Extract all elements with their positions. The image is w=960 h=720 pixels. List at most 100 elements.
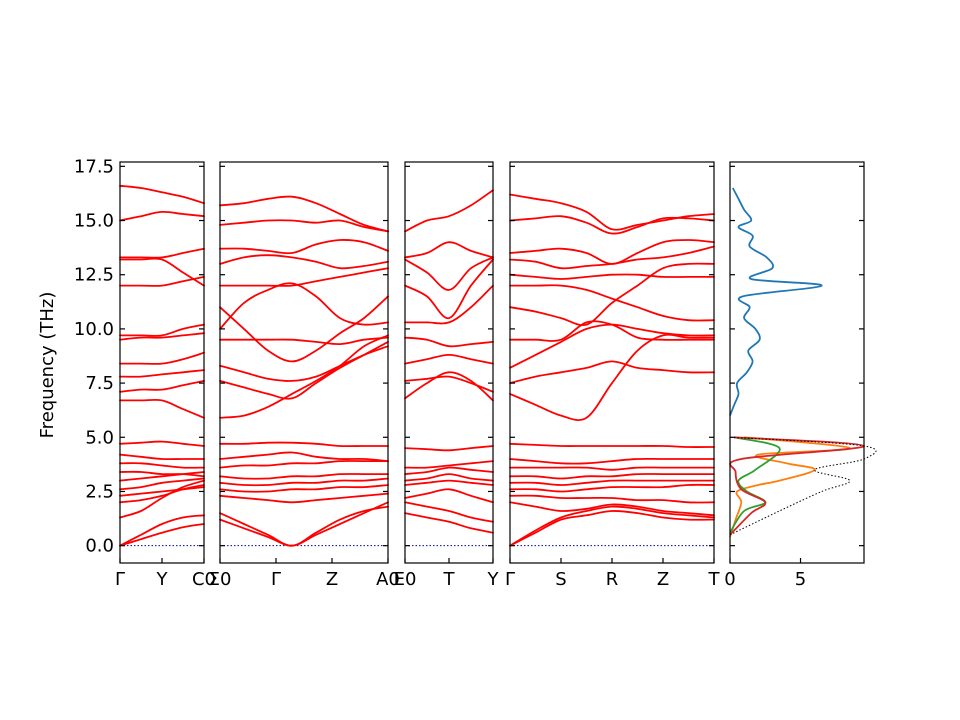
phonon-band: [219, 219, 389, 233]
phonon-band: [509, 193, 715, 231]
panel-frame: [509, 161, 715, 564]
x-tick-label: T: [443, 569, 456, 590]
y-axis-label-group: Frequency (THz): [37, 292, 58, 439]
dos-panel-frame: [729, 161, 865, 564]
y-tick-label: 12.5: [74, 265, 114, 286]
phonon-band: [509, 483, 715, 493]
x-tick-label: Z: [657, 569, 669, 590]
panel-frame: [219, 161, 389, 564]
phonon-band: [509, 215, 715, 235]
phonon-band: [119, 351, 205, 365]
phonon-band: [219, 501, 389, 547]
x-tick-label: Γ: [271, 569, 281, 590]
y-tick-label: 5.0: [85, 427, 114, 448]
phonon-band: [509, 360, 715, 384]
phonon-band: [219, 505, 389, 547]
phonon-band: [509, 262, 715, 327]
y-tick-label: 10.0: [74, 319, 114, 340]
phonon-band: [404, 473, 494, 482]
x-tick-label: Γ: [505, 569, 515, 590]
panel-frame: [119, 161, 205, 564]
phonon-band: [219, 484, 389, 493]
phonon-band: [509, 494, 715, 504]
phonon-band: [219, 282, 389, 330]
x-tick-label: Γ: [115, 569, 125, 590]
phonon-band: [119, 470, 205, 478]
phonon-band: [509, 239, 715, 265]
phonon-band: [219, 492, 389, 504]
phonon-band: [119, 479, 205, 519]
phonon-band: [509, 320, 715, 342]
x-tick-label: C0: [192, 569, 216, 590]
phonon-band: [404, 445, 494, 452]
y-tick-label: 15.0: [74, 211, 114, 232]
phonon-band: [404, 258, 494, 320]
phonon-band: [119, 514, 205, 547]
phonon-band: [404, 241, 494, 259]
phonon-band: [404, 479, 494, 486]
phonon-band: [219, 473, 389, 480]
phonon-band: [219, 295, 389, 363]
x-tick-label: S: [555, 569, 566, 590]
panel-frame: [404, 161, 494, 564]
band-panel-2: Σ0 Γ Z A0: [209, 161, 400, 590]
phonon-band: [119, 369, 205, 378]
dos-x-tick-label: 5: [795, 569, 806, 590]
phonon-band: [509, 501, 715, 517]
y-tick-label: 7.5: [85, 373, 114, 394]
phonon-band: [404, 460, 494, 469]
band-panel-1: 0.0 2.5 5.0 7.5 10.0 12.5 15.0 17.5 Γ Y C0: [74, 156, 216, 590]
phonon-band: [509, 510, 715, 547]
y-tick-label: 2.5: [85, 481, 114, 502]
phonon-band: [219, 239, 389, 255]
phonon-band: [119, 477, 205, 491]
y-tick-label: 17.5: [74, 156, 114, 177]
y-axis-label: Frequency (THz): [37, 292, 58, 439]
phonon-band: [404, 466, 494, 475]
total-dos-line: [729, 436, 877, 536]
phonon-band: [219, 345, 389, 382]
phonon-band: [509, 333, 715, 421]
phonon-band: [509, 479, 715, 486]
phonon-band: [119, 323, 205, 337]
phonon-band: [119, 453, 205, 461]
band-panel-3: E0 T Y: [394, 161, 500, 590]
phonon-band: [219, 336, 389, 346]
phonon-band: [119, 523, 205, 547]
phonon-band: [219, 441, 389, 448]
phonon-band: [219, 334, 389, 419]
phonon-band: [119, 380, 205, 393]
y-tick-label: 0.0: [85, 536, 114, 557]
phonon-band: [219, 451, 389, 462]
x-tick-label: Y: [156, 569, 169, 590]
x-tick-label: T: [708, 569, 721, 590]
x-tick-label: Z: [326, 569, 338, 590]
phonon-band: [404, 256, 494, 291]
phonon-band: [404, 189, 494, 233]
phonon-band: [219, 254, 389, 270]
phonon-band: [119, 247, 205, 259]
projected-dos-line-2: [729, 436, 851, 538]
phonon-band: [509, 457, 715, 465]
phonon-band: [404, 354, 494, 365]
dos-x-tick-label: 0: [724, 569, 735, 590]
phonon-band: [509, 284, 715, 322]
phonon-band: [119, 276, 205, 287]
x-tick-label: A0: [376, 569, 400, 590]
x-tick-label: E0: [394, 569, 417, 590]
phonon-band: [509, 505, 715, 547]
x-tick-label: R: [606, 569, 619, 590]
phonon-band: [404, 336, 494, 348]
phonon-band: [119, 257, 205, 287]
phonon-band: [119, 398, 205, 419]
phonon-band: [119, 462, 205, 469]
phonon-band: [404, 501, 494, 523]
phonon-band: [404, 284, 494, 325]
phonon-band: [404, 512, 494, 534]
projected-dos-line-1: [729, 187, 823, 416]
phonon-band: [509, 273, 715, 280]
x-tick-label: Σ0: [209, 569, 232, 590]
